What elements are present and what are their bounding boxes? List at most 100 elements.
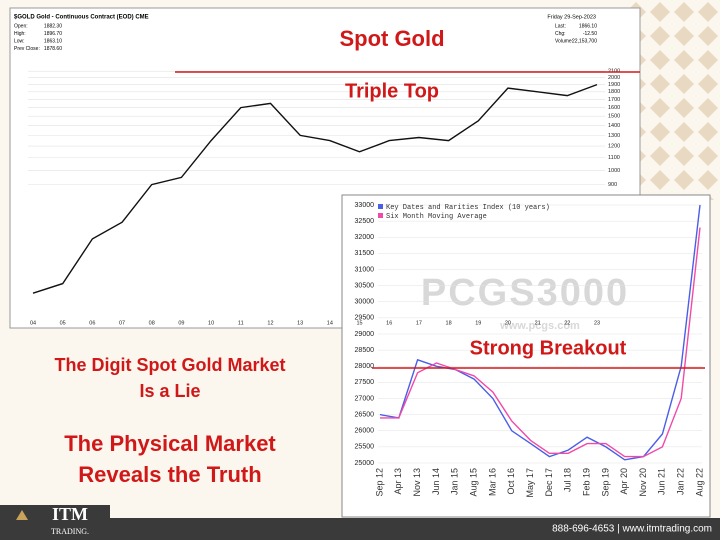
y-tick-label: 1400 [608,123,620,129]
x-tick-label: 09 [178,320,184,326]
pattern [630,0,720,200]
y-tick-label: 30000 [355,299,375,306]
field-value: 22,153,700 [572,38,597,44]
y-tick-label: 28000 [355,363,375,370]
x-tick-label: 21 [535,320,541,326]
x-tick-label: Aug 15 [468,468,478,497]
breakout-label: Strong Breakout [470,337,627,359]
x-tick-label: 08 [149,320,155,326]
y-tick-label: 28500 [355,347,375,354]
x-tick-label: Dec 17 [544,468,554,497]
quote-fields: Open: 1882.30 High: 1896.70 Low: 1863.10 Prev … [14,23,597,52]
x-tick-label: 13 [297,320,303,326]
field-label: Open: [14,23,28,29]
plots: 9001000110012001300140015001600170018001… [28,69,704,498]
y-tick-label: 29500 [355,315,375,322]
x-tick-label: Nov 20 [638,468,648,497]
y-tick-label: 29000 [355,331,375,338]
y-tick-label: 1500 [608,114,620,120]
x-tick-label: 18 [446,320,452,326]
field-label: Last: [555,23,566,29]
x-tick-label: Jun 21 [657,468,667,495]
truth-line: Reveals the Truth [78,462,261,487]
truth-line: The Physical Market [64,431,276,456]
x-tick-label: 17 [416,320,422,326]
x-tick-label: 04 [30,320,36,326]
field-label: Chg: [555,31,566,37]
x-tick-label: 16 [386,320,392,326]
x-tick-label: Apr 20 [619,468,629,495]
pattern-label: Triple Top [345,80,439,102]
line [380,227,701,458]
x-tick-label: 19 [475,320,481,326]
field-value: 1882.30 [44,23,62,29]
y-tick-label: 1000 [608,168,620,174]
field-label: Prev Close: [14,46,40,52]
field-value: 1866.10 [579,23,597,29]
y-tick-label: 1700 [608,97,620,103]
legend-label: Six Month Moving Average [386,213,487,221]
x-tick-label: 12 [267,320,273,326]
field-value: 1896.70 [44,31,62,37]
field-value: 1878.60 [44,46,62,52]
quote-header: $GOLD Gold - Continuous Contract (EOD) C… [14,15,149,21]
x-tick-label: 23 [594,320,600,326]
y-tick-label: 1300 [608,133,620,139]
y-tick-label: 26000 [355,428,375,435]
line [32,83,598,294]
watermark: PCGS3000 [421,272,629,314]
y-tick-label: 25500 [355,444,375,451]
y-tick-label: 33000 [355,202,375,209]
x-tick-label: 07 [119,320,125,326]
y-tick-label: 26500 [355,411,375,418]
legend-label: Key Dates and Rarities Index (10 years) [386,204,550,212]
legend-swatch [378,204,383,209]
y-tick-label: 30500 [355,282,375,289]
x-tick-label: Jan 15 [450,468,460,495]
x-tick-label: Sep 12 [374,468,384,497]
y-tick-label: 32500 [355,218,375,225]
x-tick-label: Jul 18 [563,468,573,492]
x-tick-label: 14 [327,320,333,326]
y-tick-label: 25000 [355,460,375,467]
field-label: High: [14,31,26,37]
x-tick-label: Jun 14 [431,468,441,495]
y-tick-label: 1600 [608,105,620,111]
y-tick-label: 31000 [355,266,375,273]
y-tick-label: 1900 [608,82,620,88]
x-tick-label: Oct 16 [506,468,516,495]
logo-mark [16,510,28,520]
y-tick-label: 27000 [355,395,375,402]
pcgs-chart-frame [341,194,711,518]
y-tick-label: 27500 [355,379,375,386]
claim-line: Is a Lie [139,381,200,401]
y-tick-label: 1800 [608,89,620,95]
x-tick-label: 15 [356,320,362,326]
y-tick-label: 1100 [608,155,620,161]
x-tick-label: 22 [564,320,570,326]
field-value: -12.50 [583,31,597,37]
x-tick-label: Feb 19 [581,468,591,496]
x-tick-label: Apr 13 [393,468,403,495]
y-tick-label: 32000 [355,234,375,241]
quote-date: Friday 29-Sep-2023 [547,14,596,20]
x-tick-label: Nov 13 [412,468,422,497]
logo-sub: TRADING. [51,527,89,536]
claim-line: The Digit Spot Gold Market [54,355,285,375]
x-tick-label: 10 [208,320,214,326]
x-tick-label: 20 [505,320,511,326]
x-tick-label: 05 [60,320,66,326]
x-tick-label: Mar 16 [487,468,497,496]
x-tick-label: Aug 22 [694,468,704,497]
x-tick-label: Jan 22 [676,468,686,495]
x-tick-label: 11 [238,320,244,326]
field-value: 1863.10 [44,38,62,44]
x-tick-label: Sep 19 [600,468,610,497]
y-tick-label: 31500 [355,250,375,257]
footer [0,518,720,540]
legend-swatch [378,213,383,218]
logo-back [0,505,110,540]
x-tick-label: May 17 [525,468,535,498]
y-tick-label: 900 [608,182,617,188]
